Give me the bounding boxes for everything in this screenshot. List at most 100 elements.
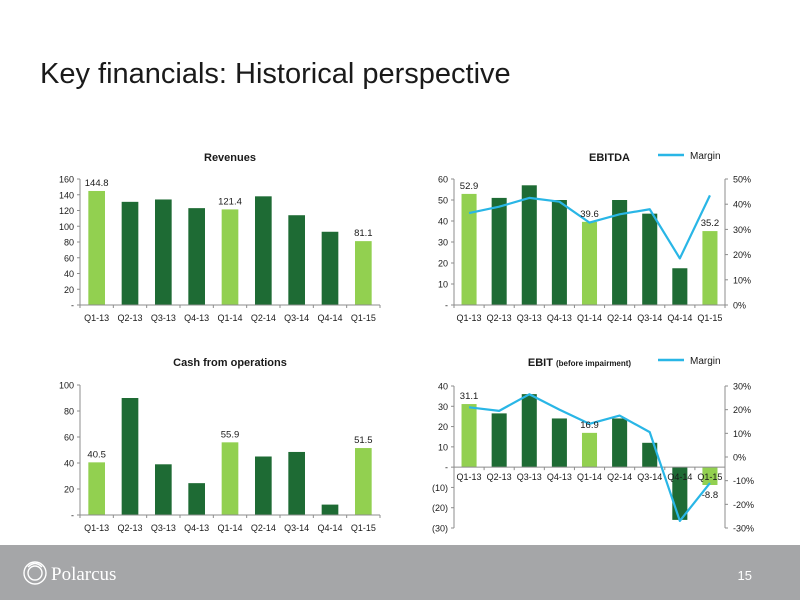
x-tick-label: Q1-14 xyxy=(577,313,602,323)
y2-tick-label: 50% xyxy=(733,175,751,185)
legend-label: Margin xyxy=(690,151,721,162)
y-tick-label: 80 xyxy=(64,238,74,248)
x-tick-label: Q3-14 xyxy=(637,472,662,482)
bar xyxy=(642,213,658,305)
footer-bar: Polarcus 15 xyxy=(0,545,800,600)
y-tick-label: 40 xyxy=(64,459,74,469)
y-tick-label: 40 xyxy=(438,382,448,392)
bar xyxy=(88,462,105,515)
slide-title: Key financials: Historical perspective xyxy=(40,58,511,90)
y2-tick-label: 0% xyxy=(733,301,746,311)
ebit-chart: EBIT (before impairment) Margin (30) (20) (10… xyxy=(432,356,754,534)
x-tick-label: Q4-13 xyxy=(184,313,209,323)
bar xyxy=(612,200,628,305)
x-tick-label: Q2-13 xyxy=(117,313,142,323)
x-tick-label: Q1-15 xyxy=(697,472,722,482)
y-tick-label: 40 xyxy=(438,217,448,227)
y-tick-label: 100 xyxy=(59,381,74,391)
y2-tick-label: 0% xyxy=(733,453,746,463)
bar xyxy=(155,199,172,305)
y-tick-label: 80 xyxy=(64,407,74,417)
y-tick-label: 10 xyxy=(438,442,448,452)
x-tick-label: Q1-14 xyxy=(577,472,602,482)
x-tick-label: Q1-13 xyxy=(457,472,482,482)
legend-label: Margin xyxy=(690,356,721,367)
bar xyxy=(321,504,339,515)
bar xyxy=(255,456,272,515)
x-tick-label: Q4-14 xyxy=(317,523,342,533)
y2-tick-label: -10% xyxy=(733,476,754,486)
y-tick-label: 120 xyxy=(59,206,74,216)
bar xyxy=(88,190,105,305)
x-tick-label: Q2-14 xyxy=(607,313,632,323)
y2-tick-label: 40% xyxy=(733,200,751,210)
bar xyxy=(551,418,567,468)
y-tick-label: 20 xyxy=(64,485,74,495)
bar xyxy=(581,221,598,305)
chart-title: Cash from operations xyxy=(173,357,287,369)
y-tick-label: 160 xyxy=(59,175,74,185)
x-tick-label: Q2-13 xyxy=(117,523,142,533)
x-tick-label: Q4-13 xyxy=(547,472,572,482)
logo-wordmark: Polarcus xyxy=(51,564,116,585)
y2-tick-label: 10% xyxy=(733,275,751,285)
x-tick-label: Q3-13 xyxy=(151,313,176,323)
bar xyxy=(702,231,718,305)
cash-from-operations-chart: Cash from operations - 20 40 60 80 100 Q1-13 Q2-… xyxy=(59,357,381,533)
data-label: 52.9 xyxy=(460,181,479,192)
y-tick-label: 30 xyxy=(438,402,448,412)
y-tick-label: 50 xyxy=(438,196,448,206)
x-tick-label: Q4-13 xyxy=(184,523,209,533)
x-tick-label: Q4-14 xyxy=(317,313,342,323)
polarcus-logo: Polarcus xyxy=(20,555,160,591)
y2-tick-label: 30% xyxy=(733,225,751,235)
x-tick-label: Q1-15 xyxy=(697,313,722,323)
bar xyxy=(121,201,139,305)
bar xyxy=(221,442,239,515)
bar xyxy=(491,413,507,468)
data-label: 81.1 xyxy=(354,228,373,239)
y-tick-label: - xyxy=(71,511,74,521)
bar xyxy=(702,467,718,485)
data-label: 121.4 xyxy=(218,196,242,207)
data-label: 39.6 xyxy=(580,209,599,220)
y-tick-label: 60 xyxy=(64,433,74,443)
bar xyxy=(155,464,172,515)
data-label: 55.9 xyxy=(221,429,240,440)
x-tick-label: Q4-14 xyxy=(667,313,692,323)
chart-title: EBITDA xyxy=(589,152,630,164)
bar xyxy=(288,215,305,305)
x-tick-label: Q1-13 xyxy=(84,313,109,323)
y2-tick-label: 20% xyxy=(733,405,751,415)
y2-tick-label: 20% xyxy=(733,250,751,260)
bar xyxy=(121,398,139,515)
x-tick-label: Q1-13 xyxy=(84,523,109,533)
x-tick-label: Q1-14 xyxy=(217,313,242,323)
margin-line xyxy=(468,194,711,260)
x-tick-label: Q3-14 xyxy=(284,523,309,533)
bar xyxy=(355,241,372,305)
bar xyxy=(255,196,272,305)
y-tick-label: (20) xyxy=(432,503,448,513)
y-tick-label: - xyxy=(445,463,448,473)
page-number: 15 xyxy=(737,568,752,583)
chart-title: Revenues xyxy=(204,152,256,164)
ebitda-chart: EBITDA Margin - 10 20 30 40 50 60 0% 10% 20% 30% 40% 5… xyxy=(438,151,751,323)
bar xyxy=(461,404,477,468)
bar xyxy=(642,442,658,468)
y-tick-label: 60 xyxy=(438,175,448,185)
x-tick-label: Q2-13 xyxy=(487,313,512,323)
x-tick-label: Q3-13 xyxy=(517,313,542,323)
x-tick-label: Q1-13 xyxy=(457,313,482,323)
y2-tick-label: 30% xyxy=(733,382,751,392)
x-tick-label: Q3-14 xyxy=(284,313,309,323)
y-tick-label: 60 xyxy=(64,253,74,263)
bar xyxy=(491,197,507,305)
x-tick-label: Q3-13 xyxy=(151,523,176,533)
y-tick-label: 20 xyxy=(438,259,448,269)
x-tick-label: Q2-13 xyxy=(487,472,512,482)
x-tick-label: Q3-14 xyxy=(637,313,662,323)
bar xyxy=(581,432,598,468)
bar xyxy=(612,418,628,468)
bar xyxy=(672,268,688,305)
